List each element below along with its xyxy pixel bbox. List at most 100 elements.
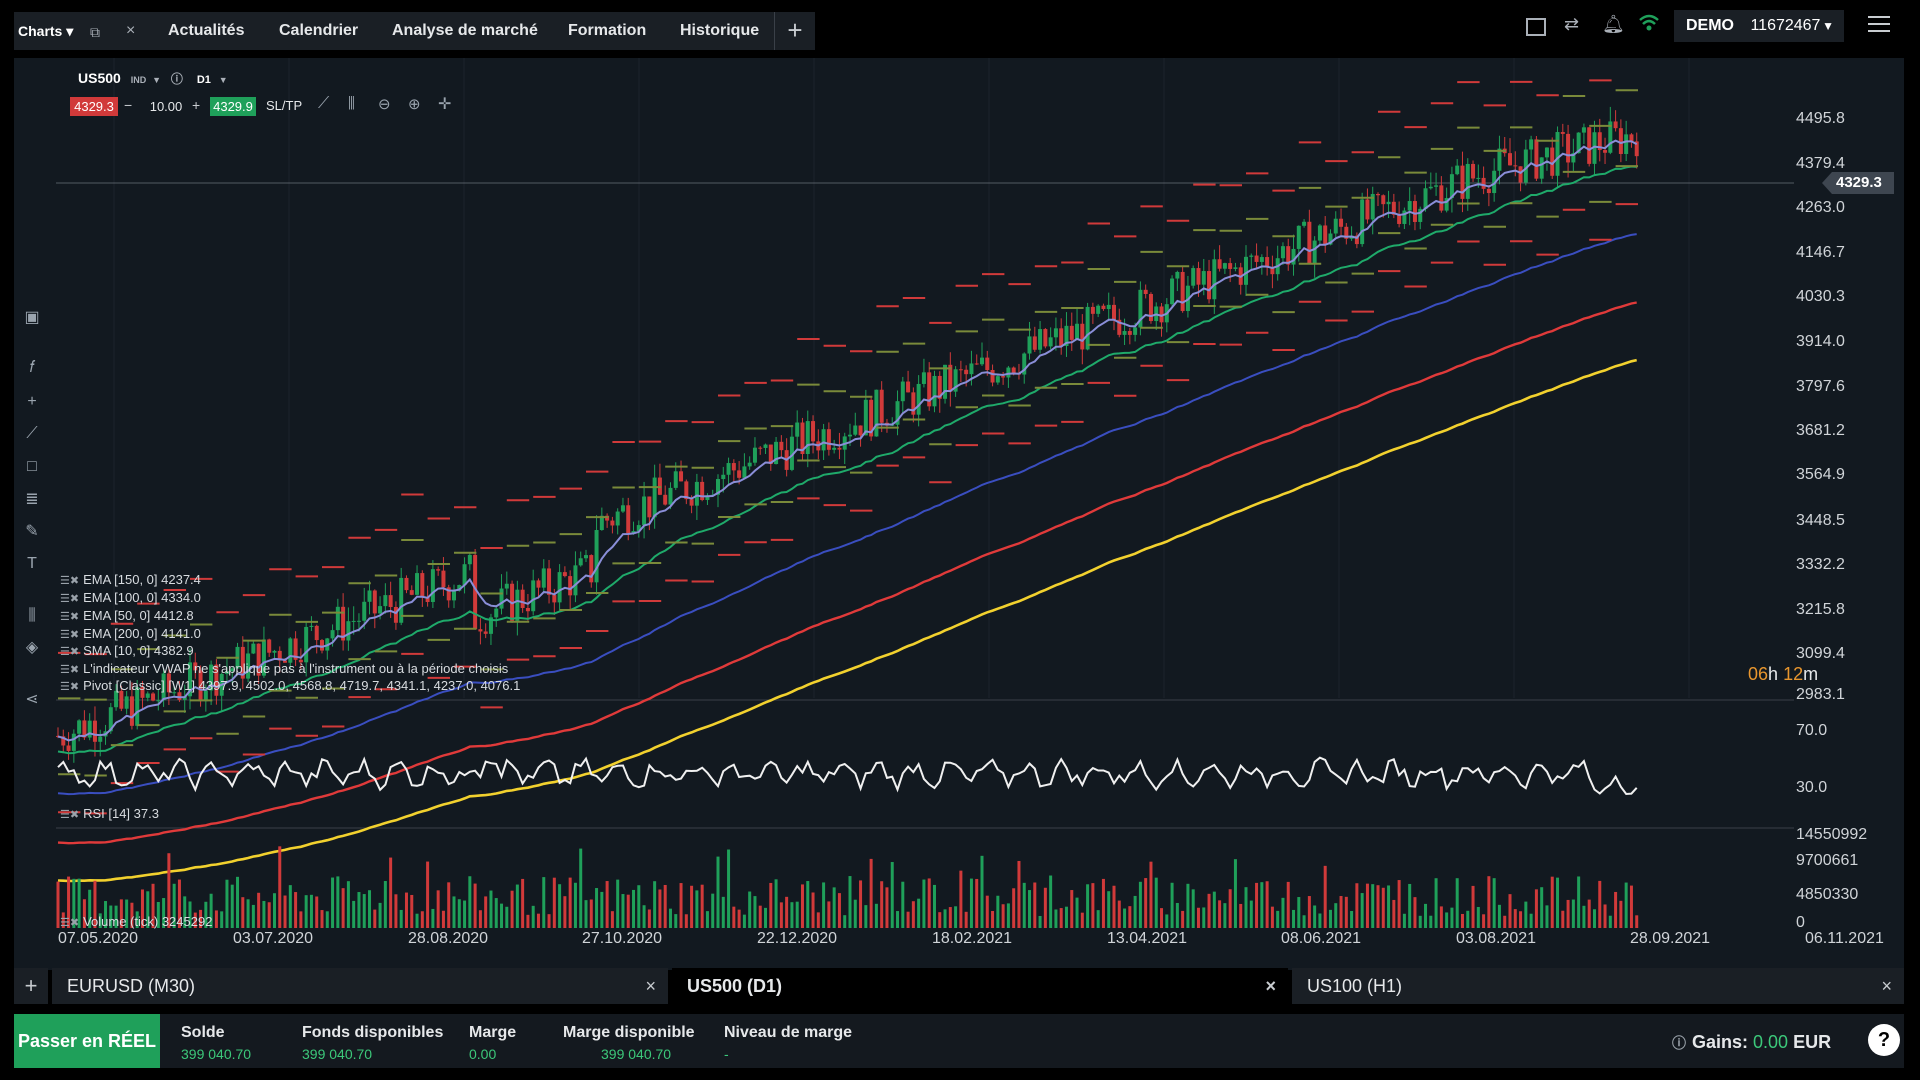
buy-button[interactable]: 4329.9	[210, 97, 256, 116]
close-icon[interactable]: ×	[1881, 976, 1892, 996]
candle-body	[1523, 149, 1528, 183]
close-icon[interactable]: ×	[1265, 976, 1276, 996]
crosshair-icon[interactable]: ✛	[438, 96, 452, 113]
legend-ema50[interactable]: ☰✖ EMA [50, 0] 4412.8	[60, 608, 194, 623]
share-icon[interactable]: ⋖	[25, 691, 39, 708]
toggle-icon[interactable]: ☰✖	[60, 681, 80, 693]
toggle-icon[interactable]: ☰✖	[60, 593, 80, 605]
text-tool-icon[interactable]: T	[27, 555, 37, 572]
candle-body	[1566, 133, 1571, 163]
price-axis-tick: 3215.8	[1796, 601, 1845, 618]
chevron-down-icon[interactable]: ▼	[218, 75, 228, 85]
close-icon[interactable]: ×	[645, 976, 656, 996]
volume-bar	[679, 883, 683, 928]
toggle-icon[interactable]: ☰✖	[60, 575, 80, 587]
ema200-line	[57, 358, 1637, 883]
info-icon[interactable]: ⓘ	[170, 72, 183, 86]
toggle-icon[interactable]: ☰✖	[60, 664, 80, 676]
toggle-icon[interactable]: ☰✖	[60, 629, 80, 641]
add-tab-button[interactable]: +	[774, 12, 815, 50]
legend-rsi[interactable]: ☰✖ RSI [14] 37.3	[60, 806, 159, 821]
volume-bar	[785, 896, 789, 928]
layout-icon[interactable]: ▣	[24, 309, 40, 326]
volume-bar	[1371, 884, 1375, 928]
candle-body	[251, 643, 256, 654]
volume-bar	[1635, 915, 1639, 928]
legend-ema150[interactable]: ☰✖ EMA [150, 0] 4237.4	[60, 572, 201, 587]
currency-icon[interactable]: ⇄	[1564, 14, 1580, 34]
pen-tool-icon[interactable]: ✎	[25, 523, 39, 540]
volume-input[interactable]: 10.00	[149, 99, 183, 114]
legend-pivot[interactable]: ☰✖ Pivot [Classic] [W1] 4397.9, 4502.0, 4…	[60, 678, 520, 693]
volume-bar	[954, 906, 958, 928]
candle-body	[837, 447, 842, 450]
function-icon[interactable]: 𝑓	[29, 359, 35, 376]
go-live-button[interactable]: Passer en RÉEL	[14, 1014, 160, 1068]
volume-bar	[1624, 882, 1628, 928]
indicator-settings-icon[interactable]: ⫼	[28, 607, 36, 624]
candle-body	[631, 531, 636, 534]
candle-body	[172, 692, 177, 694]
legend-ema200[interactable]: ☰✖ EMA [200, 0] 4141.0	[60, 626, 201, 641]
volume-bar	[1439, 906, 1443, 928]
indicators-icon[interactable]: ⫼	[348, 95, 355, 112]
balance-label: Solde	[181, 1024, 225, 1041]
zoom-in-icon[interactable]: ⊕	[408, 96, 421, 113]
legend-sma10[interactable]: ☰✖ SMA [10, 0] 4382.9	[60, 643, 194, 658]
legend-ema100[interactable]: ☰✖ EMA [100, 0] 4334.0	[60, 590, 201, 605]
crosshair-tool-icon[interactable]: +	[27, 393, 37, 410]
help-button[interactable]: ?	[1868, 1024, 1900, 1056]
volume-plus-button[interactable]: +	[192, 97, 201, 113]
volume-bar	[822, 882, 826, 928]
volume-bar	[452, 896, 456, 928]
tab-label: US100 (H1)	[1307, 976, 1403, 996]
legend-volume[interactable]: ☰✖ Volume (tick) 3245292	[60, 914, 212, 929]
nav-analyse-marche[interactable]: Analyse de marché	[392, 22, 538, 39]
legend-vwap[interactable]: ☰✖ L'indicateur VWAP ne s'applique pas à …	[60, 661, 508, 676]
nav-calendrier[interactable]: Calendrier	[279, 22, 359, 39]
candle-body	[82, 720, 87, 738]
chart-tab-us100[interactable]: US100 (H1) ×	[1292, 968, 1904, 1004]
nav-historique[interactable]: Historique	[680, 22, 760, 39]
info-icon[interactable]: ⓘ	[1672, 1035, 1686, 1051]
volume-bar	[1313, 905, 1317, 928]
chart-area[interactable]	[14, 58, 1904, 970]
sltp-button[interactable]: SL/TP	[266, 98, 303, 113]
toggle-icon[interactable]: ☰✖	[60, 809, 80, 821]
fullscreen-icon[interactable]	[1526, 18, 1546, 36]
hamburger-menu-icon[interactable]	[1868, 16, 1890, 32]
symbol-header[interactable]: US500 IND ▼ ⓘ D1 ▼	[78, 70, 228, 87]
add-chart-tab-button[interactable]: +	[14, 968, 48, 1004]
volume-bar	[827, 901, 831, 928]
sell-button[interactable]: 4329.3	[70, 97, 118, 116]
chevron-down-icon[interactable]: ▼	[152, 75, 162, 85]
volume-bar	[72, 878, 76, 928]
nav-actualites[interactable]: Actualités	[168, 22, 245, 39]
account-selector[interactable]: DEMO 11672467 ▼	[1674, 10, 1844, 42]
toggle-icon[interactable]: ☰✖	[60, 611, 80, 623]
legend-text: RSI [14] 37.3	[83, 806, 159, 821]
timeframe-selector[interactable]: D1	[196, 74, 211, 86]
candle-body	[1476, 177, 1481, 179]
rectangle-tool-icon[interactable]: □	[27, 458, 37, 475]
nav-formation[interactable]: Formation	[568, 22, 647, 39]
volume-bar	[1571, 899, 1575, 928]
price-axis-tick: 4495.8	[1796, 110, 1845, 127]
chart-tab-us500[interactable]: US500 (D1) ×	[672, 968, 1288, 1004]
price-chart[interactable]	[14, 58, 1904, 970]
zoom-out-icon[interactable]: ⊖	[378, 96, 391, 113]
line-tool-icon[interactable]: ⟋	[26, 425, 38, 442]
chart-type-icon[interactable]: ⟋	[318, 95, 330, 112]
layers-icon[interactable]: ◈	[25, 639, 39, 656]
popout-icon[interactable]: ⧉	[90, 24, 100, 40]
charts-selector[interactable]: Charts ▾	[18, 23, 74, 39]
bell-icon[interactable]: 🔔︎	[1602, 14, 1625, 34]
volume-minus-button[interactable]: −	[124, 97, 133, 113]
chart-tab-eurusd[interactable]: EURUSD (M30) ×	[52, 968, 668, 1004]
fibonacci-tool-icon[interactable]: ≣	[25, 491, 39, 508]
toggle-icon[interactable]: ☰✖	[60, 917, 80, 929]
price-axis-tick: 3332.2	[1796, 556, 1845, 573]
close-icon[interactable]: ×	[126, 22, 136, 39]
candle-body	[1465, 163, 1470, 199]
toggle-icon[interactable]: ☰✖	[60, 646, 80, 658]
